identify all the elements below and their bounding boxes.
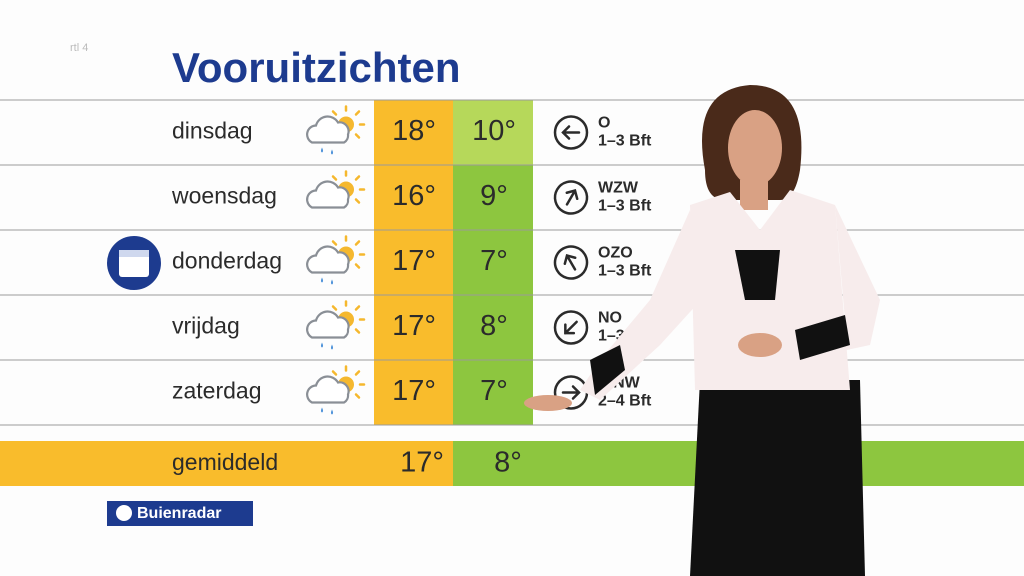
wind-circle (553, 180, 589, 215)
max-cell (374, 230, 453, 295)
wind-arrowhead (563, 254, 577, 271)
wind-arrow (553, 180, 589, 215)
wind-force: 1–3 Bft (598, 263, 652, 280)
wind-arrowhead (564, 320, 578, 335)
wind-arrow (553, 310, 589, 345)
wind-arrowhead (561, 385, 581, 400)
brand-icon (116, 505, 132, 521)
max-cell (374, 360, 453, 425)
max-cell (374, 165, 453, 230)
average-max-band (0, 441, 453, 486)
wind-direction: NO (598, 310, 622, 327)
day-name: zaterdag (172, 378, 262, 404)
min-temp: 7° (480, 245, 508, 277)
day-name: donderdag (172, 248, 282, 274)
wind-arrow (553, 245, 589, 280)
wind-circle (553, 115, 589, 150)
average-label: gemiddeld (172, 449, 278, 475)
title: Vooruitzichten (172, 44, 461, 91)
average-max: 17° (400, 447, 444, 479)
day-name: vrijdag (172, 313, 240, 339)
wind-arrow (553, 115, 589, 150)
min-temp: 8° (480, 310, 508, 342)
max-temp: 17° (392, 245, 436, 277)
wind-circle (553, 245, 589, 280)
max-temp: 17° (392, 310, 436, 342)
max-cell (374, 100, 453, 165)
wind-arrowhead (565, 189, 579, 206)
brand-text: Buienradar (137, 505, 221, 522)
wind-direction: WZW (598, 180, 639, 197)
wind-direction: OZO (598, 245, 633, 262)
min-temp: 9° (480, 180, 508, 212)
max-temp: 17° (392, 375, 436, 407)
calendar-icon (107, 236, 161, 290)
max-temp: 16° (392, 180, 436, 212)
logo-text: rtl 4 (70, 42, 88, 54)
average-min: 8° (494, 447, 522, 479)
max-temp: 18° (392, 115, 436, 147)
wind-force: 1–3 Bft (598, 133, 652, 150)
min-cell (453, 100, 533, 165)
wind-force: 2–4 Bft (598, 393, 652, 410)
wind-direction: O (598, 115, 610, 132)
min-temp: 7° (480, 375, 508, 407)
min-cell (453, 360, 533, 425)
min-cell (453, 230, 533, 295)
min-cell (453, 295, 533, 360)
wind-circle (553, 310, 589, 345)
min-temp: 10° (472, 115, 516, 147)
min-cell (453, 165, 533, 230)
day-name: woensdag (171, 183, 277, 209)
wind-arrowhead (561, 125, 581, 140)
max-cell (374, 295, 453, 360)
wind-force: 1–3 Bft (598, 198, 652, 215)
day-name: dinsdag (172, 118, 253, 144)
presenter (524, 85, 880, 576)
